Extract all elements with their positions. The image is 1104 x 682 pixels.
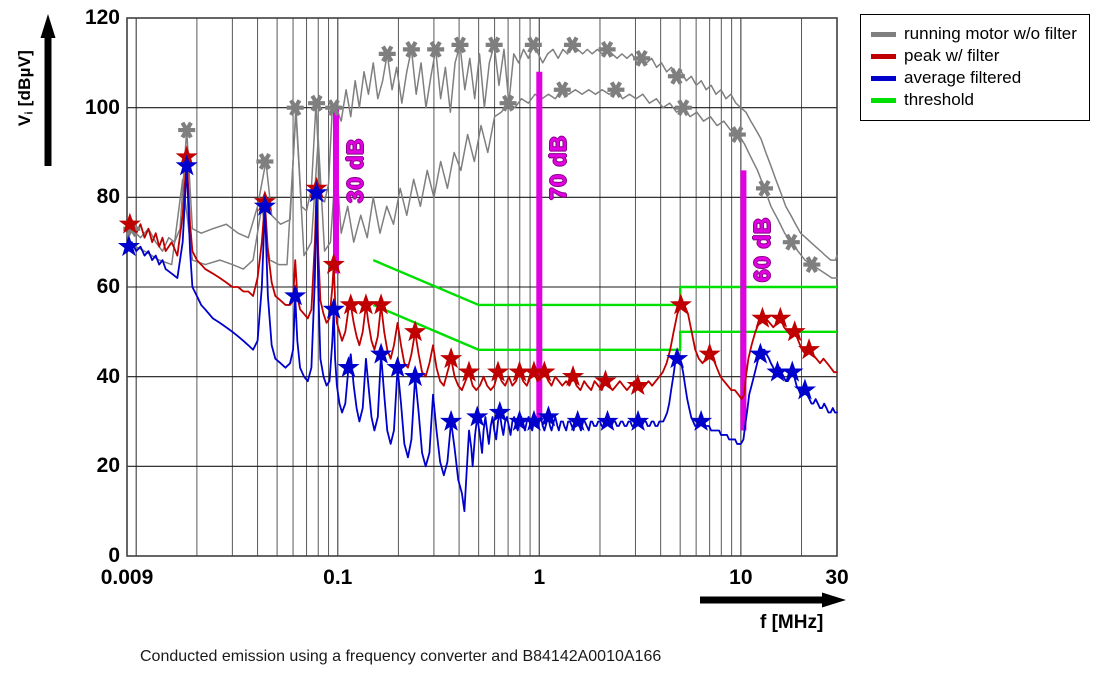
marker — [537, 405, 560, 427]
marker — [626, 373, 649, 396]
marker — [698, 342, 721, 364]
marker — [533, 360, 556, 382]
x-tick-1: 1 — [533, 566, 546, 589]
marker — [669, 293, 692, 315]
series-peak-w-filter — [126, 156, 838, 400]
y-tick-20: 20 — [96, 454, 120, 478]
legend-swatch — [871, 53, 896, 59]
legend-swatch — [871, 97, 896, 103]
x-tick-10: 10 — [729, 566, 753, 589]
marker — [253, 194, 276, 216]
marker — [386, 356, 409, 378]
marker — [749, 342, 772, 364]
y-tick-40: 40 — [96, 364, 120, 388]
marker — [522, 409, 546, 431]
marker — [594, 369, 617, 391]
marker — [322, 252, 345, 274]
chart-caption: Conducted emission using a frequency con… — [140, 648, 662, 665]
marker — [440, 409, 463, 431]
marker — [305, 181, 328, 203]
marker — [284, 284, 307, 306]
y-axis-arrow — [40, 14, 56, 166]
annotation-label: 70 dB — [545, 134, 572, 200]
marker — [783, 320, 806, 342]
marker — [626, 409, 650, 431]
marker — [596, 409, 619, 431]
legend-label: running motor w/o filter — [904, 24, 1077, 43]
marker — [466, 405, 489, 427]
marker — [797, 338, 821, 360]
marker — [566, 409, 589, 431]
y-tick-100: 100 — [84, 95, 120, 119]
gray-trace — [126, 88, 838, 279]
y-tick-120: 120 — [84, 6, 120, 29]
x-tick-30: 30 — [825, 566, 849, 589]
marker — [457, 360, 481, 382]
series-running-motor-wo-filter — [126, 44, 838, 279]
marker — [666, 347, 689, 369]
marker — [118, 212, 141, 234]
marker — [690, 409, 713, 431]
markers-average-filtered — [117, 154, 817, 431]
legend-item: threshold — [871, 89, 1077, 111]
marker — [781, 360, 804, 382]
x-tick-0.009: 0.009 — [100, 566, 154, 589]
y-tick-labels: 0 20 40 60 80 100 120 — [56, 0, 120, 682]
marker — [440, 347, 463, 369]
x-axis-label: f [MHz] — [760, 612, 824, 633]
markers-peak-w-filter — [118, 145, 821, 396]
marker — [486, 360, 510, 382]
x-axis-arrow — [700, 592, 846, 608]
series-average-filtered — [126, 165, 838, 513]
marker — [322, 297, 345, 319]
threshold-line — [372, 303, 837, 351]
marker — [793, 378, 817, 400]
marker — [561, 365, 585, 387]
y-tick-60: 60 — [96, 275, 120, 298]
legend-label: peak w/ filter — [904, 46, 1000, 65]
marker — [175, 154, 198, 176]
markers-running-motor-w-o-filter — [123, 36, 821, 273]
marker — [488, 400, 511, 422]
legend-item: peak w/ filter — [871, 45, 1077, 67]
marker — [337, 356, 360, 378]
legend-label: threshold — [904, 90, 974, 109]
marker — [404, 365, 427, 387]
legend-swatch — [871, 75, 896, 81]
x-tick-0.1: 0.1 — [323, 566, 353, 589]
marker — [751, 306, 774, 328]
legend-swatch — [871, 31, 896, 37]
marker — [769, 306, 792, 328]
legend-item: average filtered — [871, 67, 1077, 89]
legend: running motor w/o filter peak w/ filter av… — [860, 14, 1090, 121]
marker — [117, 235, 140, 257]
y-tick-0: 0 — [108, 544, 120, 567]
marker — [370, 293, 393, 315]
legend-label: average filtered — [904, 68, 1022, 87]
legend-item: running motor w/o filter — [871, 23, 1077, 45]
y-tick-80: 80 — [96, 185, 120, 209]
annotation-label: 30 dB — [341, 137, 368, 203]
annotation-bars — [332, 71, 747, 431]
gray-trace — [126, 44, 838, 261]
annotation-label: 60 dB — [749, 217, 776, 283]
marker — [369, 342, 393, 364]
marker — [404, 320, 427, 342]
